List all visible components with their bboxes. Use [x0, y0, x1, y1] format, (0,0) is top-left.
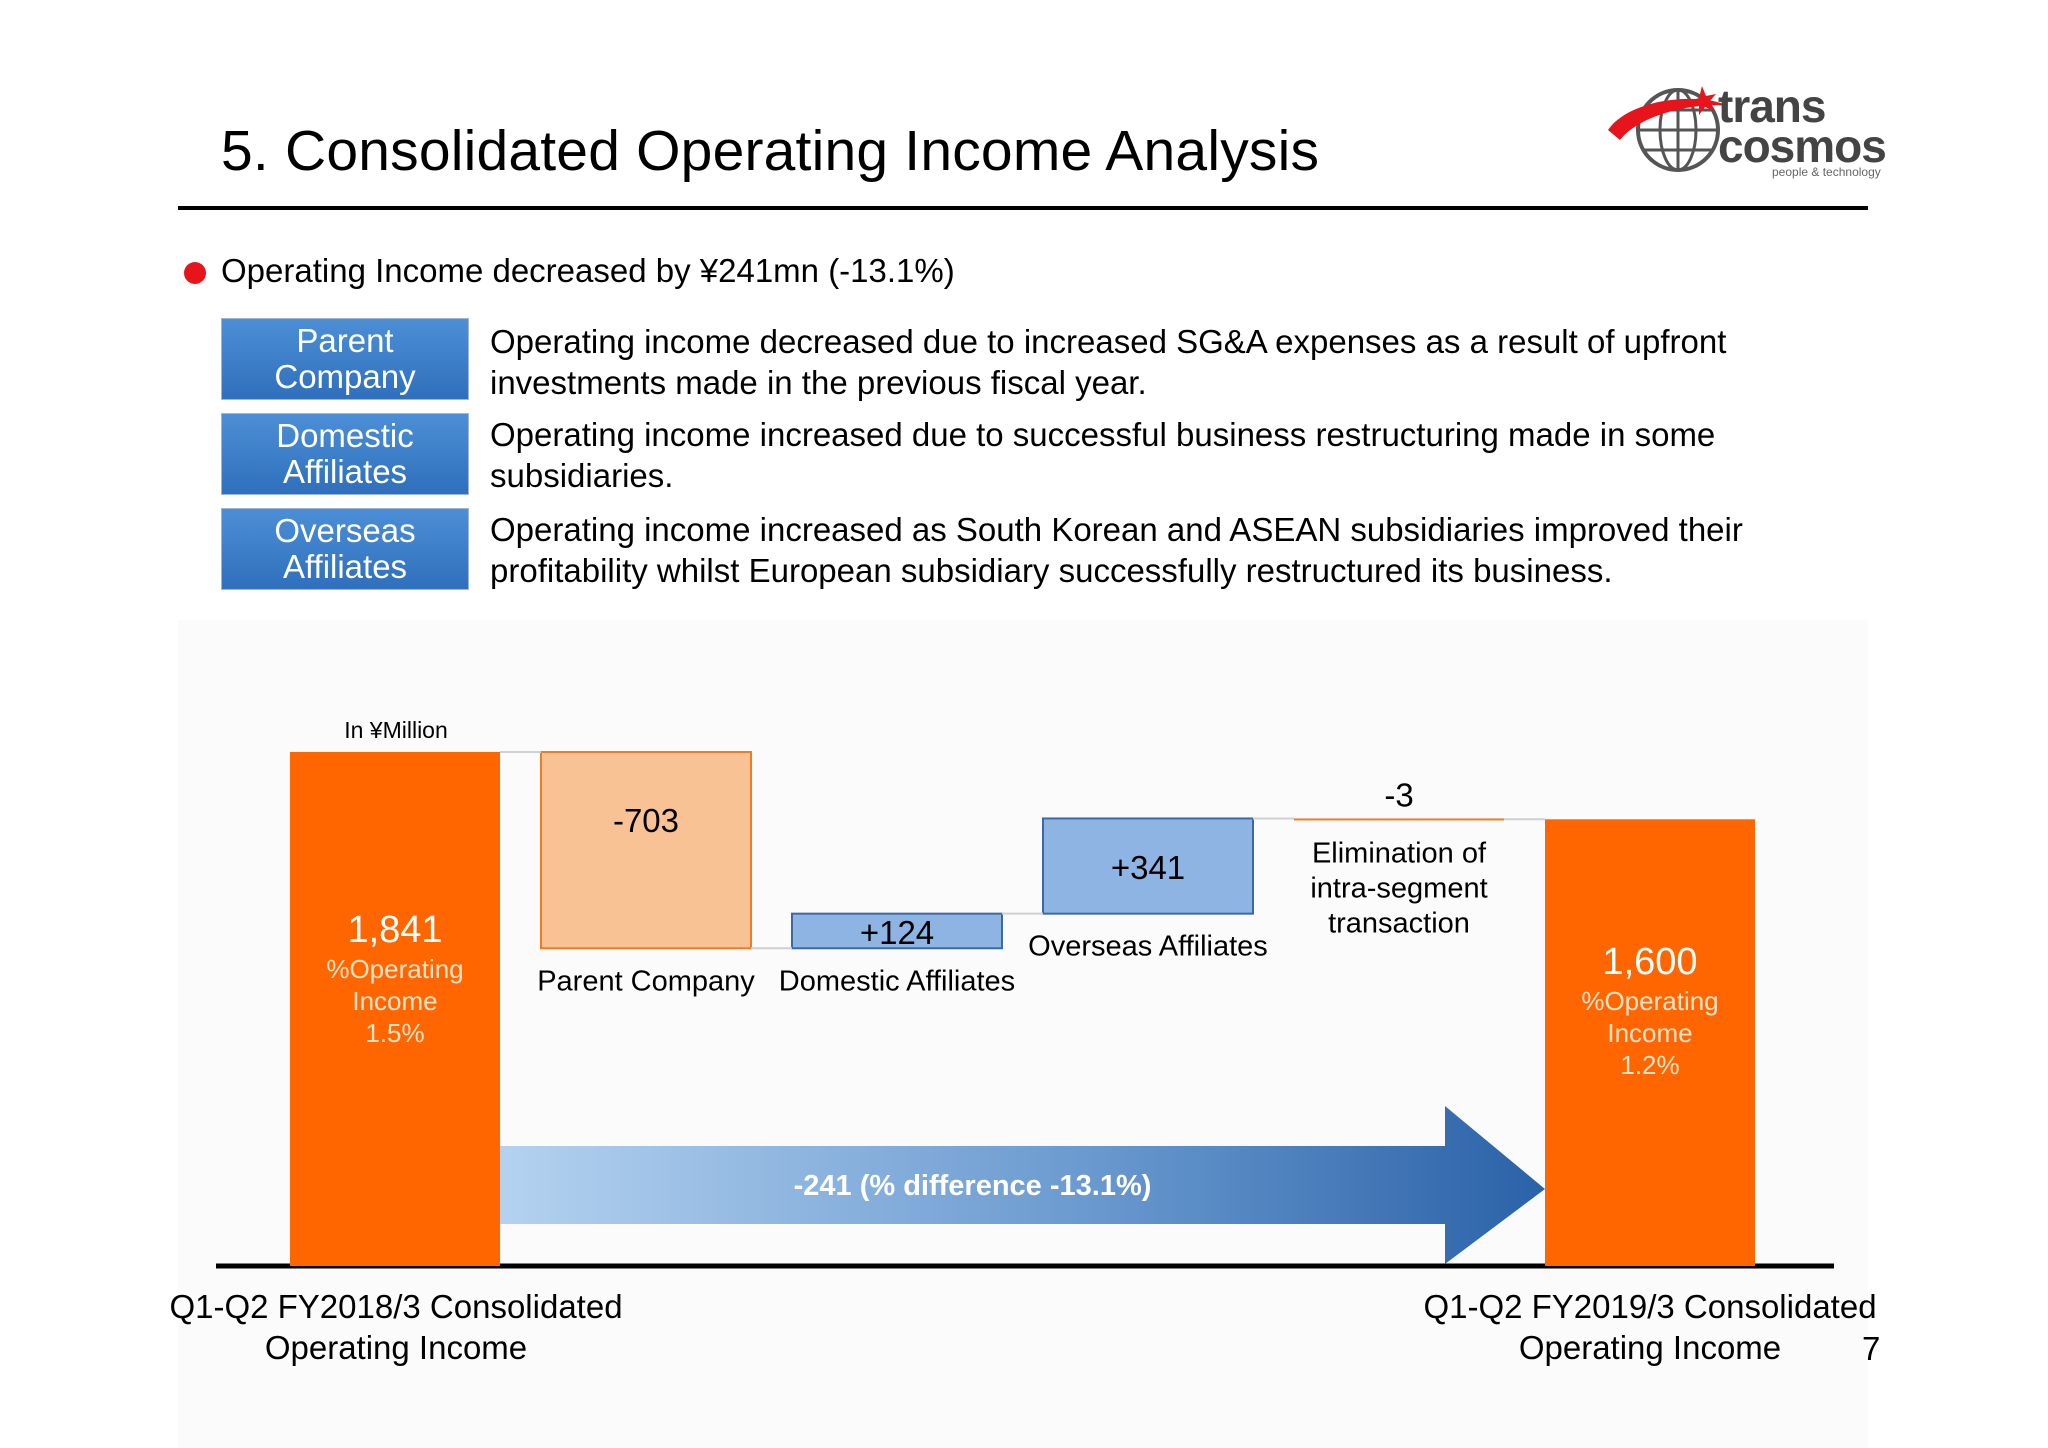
bar-value-parent: -703: [613, 802, 679, 839]
x-axis-label-start: Q1-Q2 FY2018/3 Consolidated Operating In…: [116, 1286, 676, 1368]
bar-sublabel-end: Income: [1607, 1018, 1692, 1048]
bar-overseas: [1042, 817, 1254, 915]
segment-label-line: Parent: [296, 322, 394, 359]
logo-line1: trans: [1718, 80, 1825, 132]
segment-label-parent: Parent Company: [221, 318, 469, 400]
bar-value-overseas: +341: [1111, 849, 1185, 886]
page-title: 5. Consolidated Operating Income Analysi…: [221, 119, 1320, 183]
bar-category-elimination: intra-segment: [1310, 872, 1487, 904]
page-number: 7: [1862, 1330, 1881, 1367]
segment-label-domestic: Domestic Affiliates: [221, 413, 469, 495]
axis-label-line: Q1-Q2 FY2019/3 Consolidated: [1423, 1288, 1877, 1325]
segment-label-line: Affiliates: [282, 548, 408, 585]
bar-category-elimination: Elimination of: [1312, 837, 1487, 869]
segment-label-line: Domestic: [276, 417, 414, 454]
bar-sublabel-start: Income: [352, 986, 437, 1016]
axis-label-line: Operating Income: [264, 1329, 528, 1366]
title-divider: [178, 206, 1868, 210]
axis-label-line: Q1-Q2 FY2018/3 Consolidated: [169, 1288, 623, 1325]
bullet-icon: [184, 262, 206, 284]
bar-category-domestic: Domestic Affiliates: [779, 965, 1015, 997]
company-logo: trans cosmos people & technology: [1608, 80, 1887, 179]
globe-icon: [1608, 86, 1728, 172]
summary-bullet: Operating Income decreased by ¥241mn (-1…: [221, 252, 955, 289]
axis-label-line: Operating Income: [1518, 1329, 1782, 1366]
x-axis-label-end: Q1-Q2 FY2019/3 Consolidated Operating In…: [1370, 1286, 1930, 1368]
bar-value-start: 1,841: [347, 909, 442, 951]
segment-label-line: Overseas: [274, 512, 416, 549]
bar-elimination: [1294, 818, 1504, 821]
segment-text-parent: Operating income decreased due to increa…: [490, 323, 1727, 401]
segment-label-line: Company: [274, 358, 416, 395]
segment-label-overseas: Overseas Affiliates: [221, 508, 469, 590]
bar-value-domestic: +124: [860, 914, 934, 951]
difference-label: -241 (% difference -13.1%): [794, 1170, 1152, 1202]
bar-end: [1545, 819, 1755, 1266]
bar-sublabel-start: 1.5%: [365, 1018, 424, 1048]
bar-category-parent: Parent Company: [537, 965, 755, 997]
chart-unit-label: In ¥Million: [344, 717, 448, 743]
logo-tagline: people & technology: [1772, 165, 1881, 179]
segment-text-domestic: Operating income increased due to succes…: [490, 416, 1716, 494]
bar-category-overseas: Overseas Affiliates: [1028, 931, 1268, 963]
difference-arrow: [500, 1106, 1545, 1264]
bar-value-end: 1,600: [1602, 941, 1697, 983]
bar-parent: [540, 751, 752, 950]
segment-text-overseas: Operating income increased as South Kore…: [490, 511, 1743, 589]
logo-line2: cosmos: [1718, 120, 1886, 172]
bar-domestic: [791, 912, 1003, 950]
bar-start: [290, 752, 500, 1266]
bar-sublabel-end: %Operating: [1581, 986, 1718, 1016]
bar-sublabel-end: 1.2%: [1620, 1050, 1679, 1080]
bar-sublabel-start: %Operating: [326, 954, 463, 984]
bar-value-elimination: -3: [1384, 776, 1413, 813]
bar-category-elimination: transaction: [1328, 907, 1470, 939]
segment-label-line: Affiliates: [282, 453, 408, 490]
